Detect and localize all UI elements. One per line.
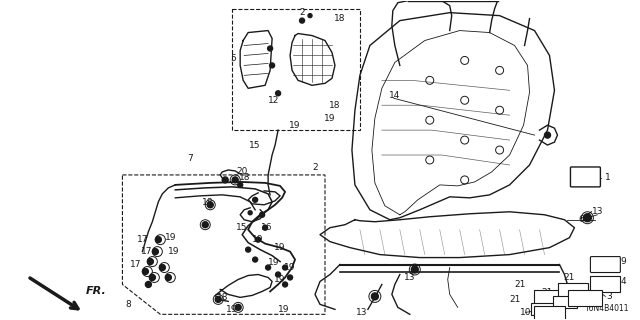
Text: 21: 21 xyxy=(564,273,575,282)
Text: 19: 19 xyxy=(289,121,301,130)
Circle shape xyxy=(159,265,165,270)
Text: 15: 15 xyxy=(236,223,248,232)
FancyBboxPatch shape xyxy=(591,257,620,273)
Text: 10: 10 xyxy=(520,308,531,317)
FancyBboxPatch shape xyxy=(554,296,577,308)
Text: 4: 4 xyxy=(621,277,626,286)
Circle shape xyxy=(253,197,258,202)
Text: 17: 17 xyxy=(130,260,141,269)
Circle shape xyxy=(255,237,260,242)
Circle shape xyxy=(235,304,241,310)
Text: 17: 17 xyxy=(141,247,152,256)
Text: 19: 19 xyxy=(284,263,296,272)
Text: 18: 18 xyxy=(334,14,346,23)
Text: 9: 9 xyxy=(620,257,626,266)
Text: 19: 19 xyxy=(278,305,290,314)
Text: 16: 16 xyxy=(261,223,273,232)
Text: 15: 15 xyxy=(250,140,261,149)
Circle shape xyxy=(253,257,258,262)
Circle shape xyxy=(156,237,161,243)
FancyBboxPatch shape xyxy=(534,291,563,304)
Text: 13: 13 xyxy=(404,273,415,282)
Circle shape xyxy=(283,282,287,287)
Text: 19: 19 xyxy=(168,247,179,256)
Circle shape xyxy=(268,46,273,51)
Text: 2: 2 xyxy=(300,8,305,17)
Text: 19: 19 xyxy=(252,235,264,244)
Text: 13: 13 xyxy=(591,207,603,216)
FancyBboxPatch shape xyxy=(559,284,588,297)
Circle shape xyxy=(276,272,280,277)
Text: 18: 18 xyxy=(202,198,213,207)
Text: 6: 6 xyxy=(579,215,584,224)
Circle shape xyxy=(260,212,264,217)
Text: 17: 17 xyxy=(136,235,148,244)
Circle shape xyxy=(215,296,221,302)
FancyBboxPatch shape xyxy=(568,291,602,306)
Circle shape xyxy=(232,177,238,183)
Text: 19: 19 xyxy=(164,233,176,242)
Circle shape xyxy=(584,214,591,222)
Circle shape xyxy=(262,225,268,230)
Text: 19: 19 xyxy=(227,305,238,314)
Circle shape xyxy=(371,293,378,300)
Circle shape xyxy=(276,91,280,96)
FancyBboxPatch shape xyxy=(534,306,566,320)
Text: 18: 18 xyxy=(239,173,251,182)
Circle shape xyxy=(222,177,228,183)
Circle shape xyxy=(300,18,305,23)
Circle shape xyxy=(207,202,213,208)
Circle shape xyxy=(149,275,156,280)
Text: T6N4B4011: T6N4B4011 xyxy=(585,304,629,313)
Text: 19: 19 xyxy=(275,243,286,252)
FancyBboxPatch shape xyxy=(591,276,620,292)
Text: 7: 7 xyxy=(188,154,193,163)
Circle shape xyxy=(266,265,271,270)
Text: 19: 19 xyxy=(324,114,336,123)
Circle shape xyxy=(412,266,419,273)
Circle shape xyxy=(248,211,252,215)
Text: 18: 18 xyxy=(329,101,340,110)
Circle shape xyxy=(202,222,208,228)
Text: 2: 2 xyxy=(312,164,318,172)
Text: 12: 12 xyxy=(268,96,280,105)
Text: 21: 21 xyxy=(514,280,525,289)
FancyBboxPatch shape xyxy=(570,167,600,187)
Circle shape xyxy=(152,249,158,255)
Text: 5: 5 xyxy=(230,54,236,63)
Text: FR.: FR. xyxy=(86,286,106,296)
Circle shape xyxy=(246,247,251,252)
Circle shape xyxy=(545,132,550,138)
Text: 1: 1 xyxy=(605,173,611,182)
Text: 13: 13 xyxy=(356,308,367,317)
Text: 21: 21 xyxy=(542,288,553,297)
Circle shape xyxy=(145,282,152,287)
Text: 21: 21 xyxy=(509,295,520,304)
Circle shape xyxy=(142,268,148,275)
Circle shape xyxy=(308,14,312,18)
Text: 3: 3 xyxy=(607,292,612,301)
Text: 19: 19 xyxy=(275,275,286,284)
Circle shape xyxy=(165,275,172,280)
Circle shape xyxy=(237,182,243,188)
Circle shape xyxy=(269,63,275,68)
FancyBboxPatch shape xyxy=(531,303,554,315)
Circle shape xyxy=(283,265,287,270)
Circle shape xyxy=(287,275,292,280)
Text: 14: 14 xyxy=(389,91,401,100)
Text: 19: 19 xyxy=(268,258,280,267)
Text: 8: 8 xyxy=(125,300,131,309)
Text: 18: 18 xyxy=(216,293,228,302)
Circle shape xyxy=(147,259,154,265)
Text: 20: 20 xyxy=(237,167,248,176)
